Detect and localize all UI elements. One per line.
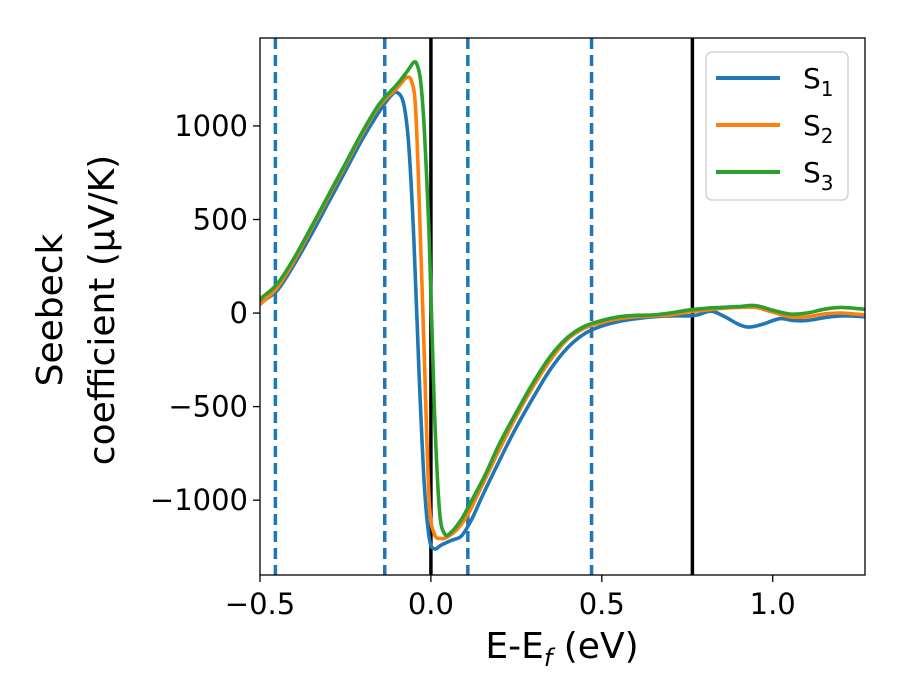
y-tick-label-1: −1000: [150, 483, 248, 517]
y-axis-title: Seebeck coefficient (μV/K): [30, 155, 123, 465]
legend-label-1: S1: [803, 62, 834, 101]
y-axis-ticks: −1000 −500 0 500 1000: [150, 109, 260, 517]
x-tick-label-1: −0.5: [225, 587, 295, 621]
x-tick-label-3: 0.5: [579, 587, 625, 621]
series-layer: [260, 60, 865, 551]
x-tick-label-4: 1.0: [750, 587, 796, 621]
legend-label-2: S2: [803, 109, 834, 148]
y-tick-label-3: 0: [230, 296, 248, 330]
y-axis-title-line2: coefficient (μV/K): [82, 155, 123, 465]
y-tick-label-2: −500: [168, 390, 248, 424]
y-tick-label-5: 1000: [174, 109, 248, 143]
y-tick-label-4: 500: [193, 202, 248, 236]
y-axis-title-line1: Seebeck: [30, 233, 71, 386]
x-axis-title: E-Ef (eV): [485, 626, 638, 672]
x-axis-ticks: −0.5 0.0 0.5 1.0: [225, 575, 796, 621]
plot-frame: [259, 37, 866, 576]
series-line-3: [260, 60, 865, 538]
x-tick-label-2: 0.0: [408, 587, 454, 621]
series-line-1: [260, 90, 865, 551]
legend: S1 S2 S3: [705, 51, 849, 201]
legend-label-3: S3: [803, 156, 834, 195]
